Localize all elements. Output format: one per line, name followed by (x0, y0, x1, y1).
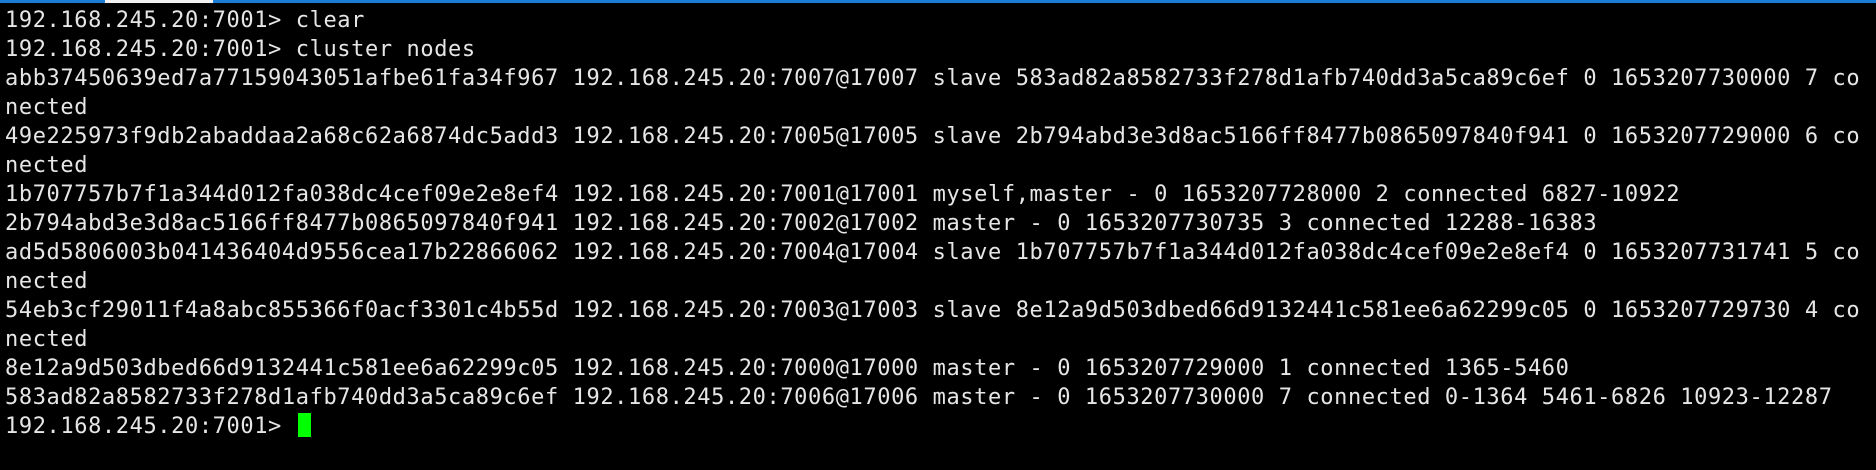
tab-strip (0, 0, 1876, 3)
terminal-line: 49e225973f9db2abaddaa2a68c62a6874dc5add3… (5, 124, 1861, 149)
terminal-line: ad5d5806003b041436404d9556cea17b22866062… (5, 240, 1861, 265)
terminal-line: 192.168.245.20:7001> cluster nodes (5, 37, 476, 62)
terminal-line: nected (5, 95, 89, 120)
terminal-line: nected (5, 153, 89, 178)
terminal-line: 2b794abd3e3d8ac5166ff8477b0865097840f941… (5, 211, 1598, 236)
terminal-output[interactable]: 192.168.245.20:7001> clear 192.168.245.2… (0, 3, 1876, 441)
terminal-line: 8e12a9d503dbed66d9132441c581ee6a62299c05… (5, 356, 1570, 381)
terminal-line: 583ad82a8582733f278d1afb740dd3a5ca89c6ef… (5, 385, 1833, 410)
terminal-line: 1b707757b7f1a344d012fa038dc4cef09e2e8ef4… (5, 182, 1681, 207)
cursor-block (297, 413, 311, 437)
prompt-line[interactable]: 192.168.245.20:7001> (5, 412, 1876, 441)
terminal-line: nected (5, 269, 89, 294)
prompt: 192.168.245.20:7001> (5, 414, 296, 439)
terminal-line: 192.168.245.20:7001> clear (5, 8, 365, 33)
terminal-line: nected (5, 327, 89, 352)
terminal-line: abb37450639ed7a77159043051afbe61fa34f967… (5, 66, 1861, 91)
terminal-tab[interactable] (105, 0, 213, 3)
terminal-line: 54eb3cf29011f4a8abc855366f0acf3301c4b55d… (5, 298, 1861, 323)
